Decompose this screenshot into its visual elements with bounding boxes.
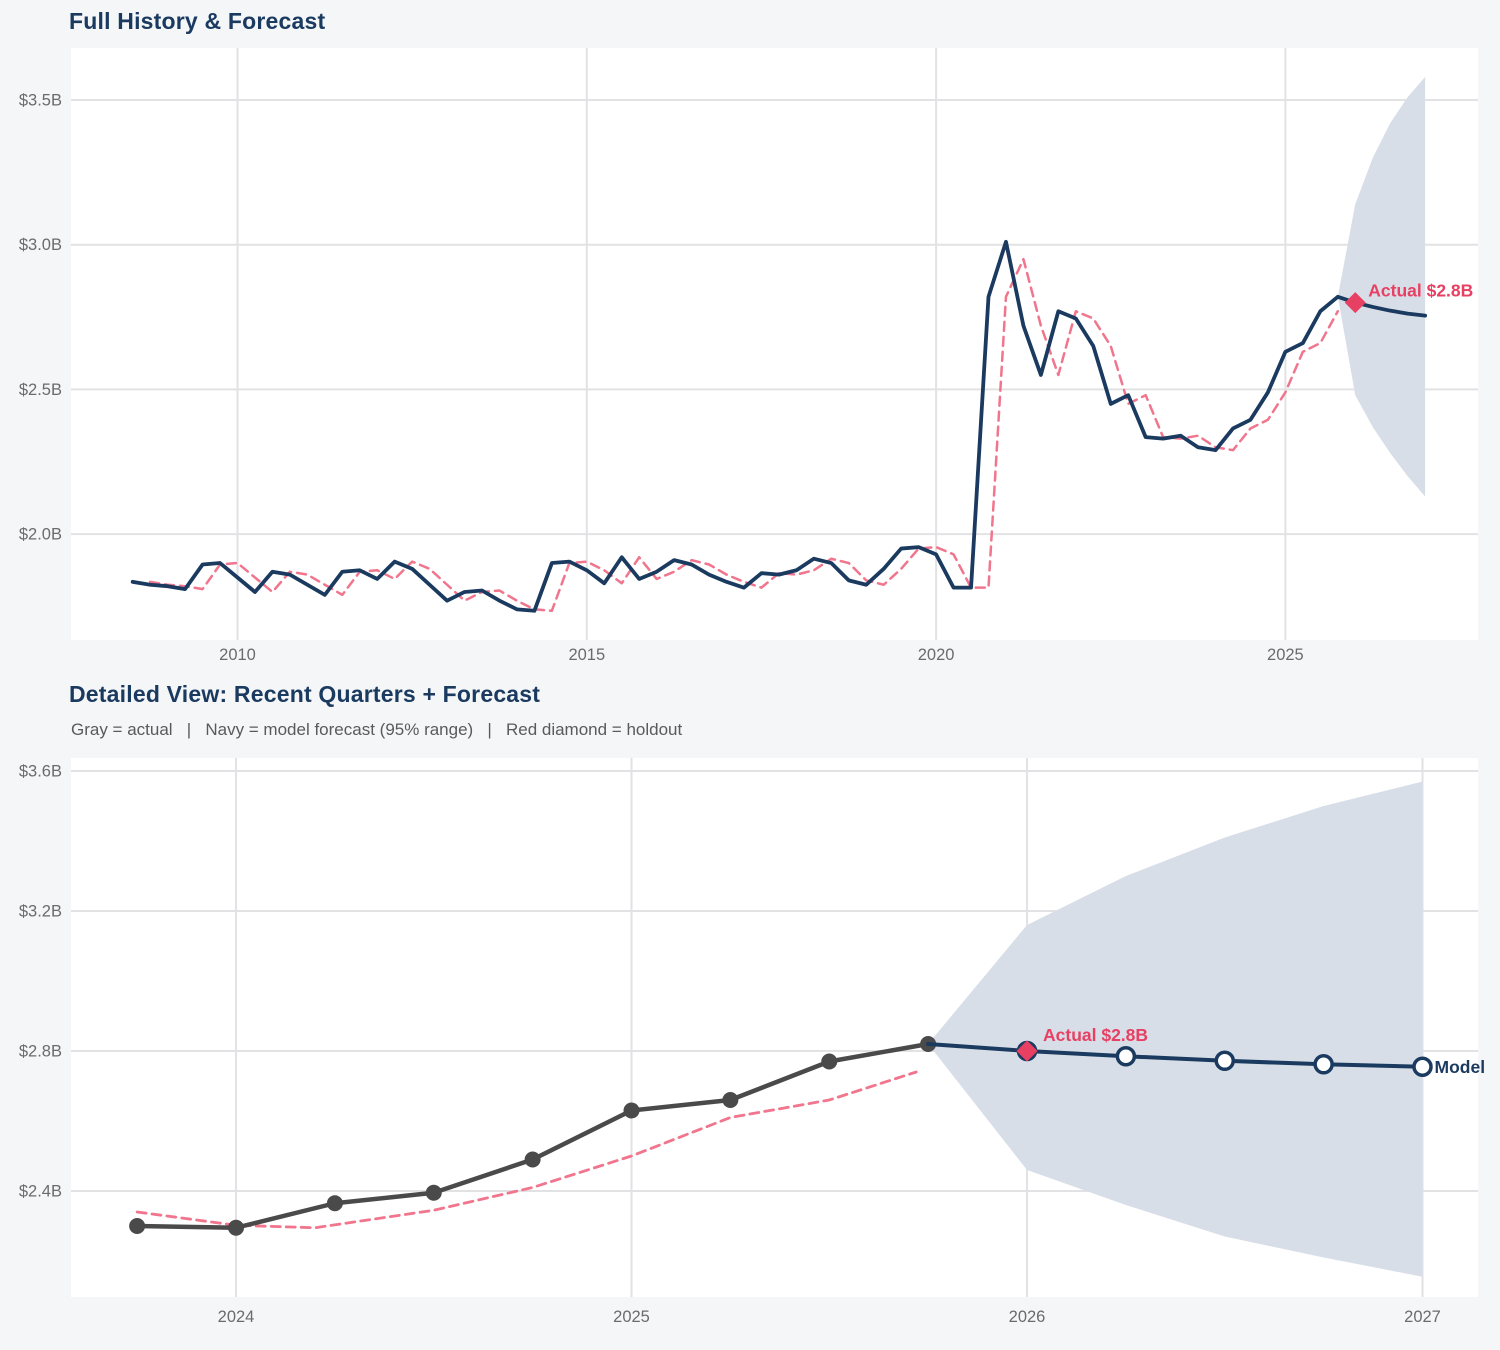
- chart-title-full-history: Full History & Forecast: [69, 8, 326, 34]
- y-tick-label: $2.0B: [19, 526, 62, 544]
- chart-title-detailed-view: Detailed View: Recent Quarters + Forecas…: [69, 681, 541, 707]
- holdout-diamond-icon: [1016, 1040, 1038, 1062]
- series-naive-benchmark: [148, 257, 1340, 613]
- holdout-diamond-icon: [1344, 292, 1366, 314]
- actual-point-marker: [524, 1151, 541, 1168]
- chart-full: Actual $2.8B 2010 2015 2020 2025 $3.5B $3.0B $2…: [19, 48, 1478, 664]
- actual-point-marker: [821, 1053, 838, 1070]
- forecast-point-marker: [1412, 1056, 1433, 1077]
- y-tick-label: $3.5B: [19, 92, 62, 110]
- chart-legend-subtitle: Gray = actual | Navy = model forecast (9…: [71, 720, 683, 739]
- series-model-forecast: [926, 1042, 1425, 1069]
- y-tick-label: $2.4B: [19, 1183, 62, 1201]
- y-tick-label: $3.0B: [19, 236, 62, 254]
- y-tick-label: $3.2B: [19, 903, 62, 921]
- plot-area: [71, 48, 1478, 640]
- y-tick-label: $3.6B: [19, 763, 62, 781]
- forecast-point-marker: [1214, 1050, 1235, 1072]
- actual-point-marker: [228, 1219, 244, 1236]
- actual-point-marker: [425, 1184, 442, 1201]
- x-tick-label: 2020: [918, 646, 955, 664]
- y-tick-label: $2.5B: [19, 381, 62, 399]
- forecast-point-marker: [1313, 1054, 1334, 1075]
- x-tick-label: 2024: [218, 1308, 255, 1326]
- x-tick-label: 2027: [1404, 1308, 1441, 1326]
- series-naive-benchmark: [135, 1070, 918, 1230]
- forecast-band: [928, 781, 1423, 1277]
- actual-point-marker: [722, 1092, 739, 1108]
- model-line-label: Model: [1435, 1057, 1486, 1077]
- x-tick-label: 2015: [568, 646, 605, 664]
- x-tick-label: 2026: [1009, 1308, 1046, 1326]
- holdout-label: Actual $2.8B: [1043, 1025, 1148, 1045]
- series-actual-and-model: [130, 239, 1428, 613]
- actual-point-marker: [326, 1195, 343, 1212]
- x-tick-label: 2010: [219, 646, 256, 664]
- actual-point-marker: [623, 1102, 640, 1119]
- holdout-label: Actual $2.8B: [1368, 281, 1473, 301]
- x-tick-label: 2025: [1267, 646, 1304, 664]
- actual-point-marker: [129, 1218, 146, 1234]
- forecast-point-marker: [1115, 1046, 1137, 1067]
- chart-detail: Actual $2.8B Model 2024 2025 2026 2027 $3.6B $3…: [19, 758, 1485, 1326]
- y-tick-label: $2.8B: [19, 1043, 62, 1061]
- forecast-band: [1337, 76, 1426, 497]
- x-tick-label: 2025: [613, 1308, 650, 1326]
